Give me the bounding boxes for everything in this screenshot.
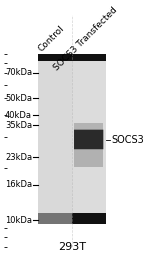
Bar — [74, 149, 103, 167]
Text: 10kDa: 10kDa — [5, 216, 32, 225]
Text: 70kDa: 70kDa — [5, 69, 32, 77]
Text: 23kDa: 23kDa — [5, 153, 32, 162]
Text: 40kDa: 40kDa — [5, 111, 32, 120]
Bar — [38, 213, 106, 224]
Text: SOCS3: SOCS3 — [111, 135, 144, 145]
Bar — [38, 54, 106, 224]
Text: 35kDa: 35kDa — [5, 121, 32, 130]
FancyBboxPatch shape — [74, 130, 103, 149]
Text: 50kDa: 50kDa — [5, 94, 32, 103]
Text: 16kDa: 16kDa — [5, 180, 32, 189]
Text: Control: Control — [37, 24, 66, 54]
Bar — [74, 123, 103, 130]
Text: 293T: 293T — [58, 242, 86, 252]
Bar — [38, 54, 106, 61]
Text: SOCS3 Transfected: SOCS3 Transfected — [52, 6, 119, 73]
Bar — [38, 61, 72, 224]
